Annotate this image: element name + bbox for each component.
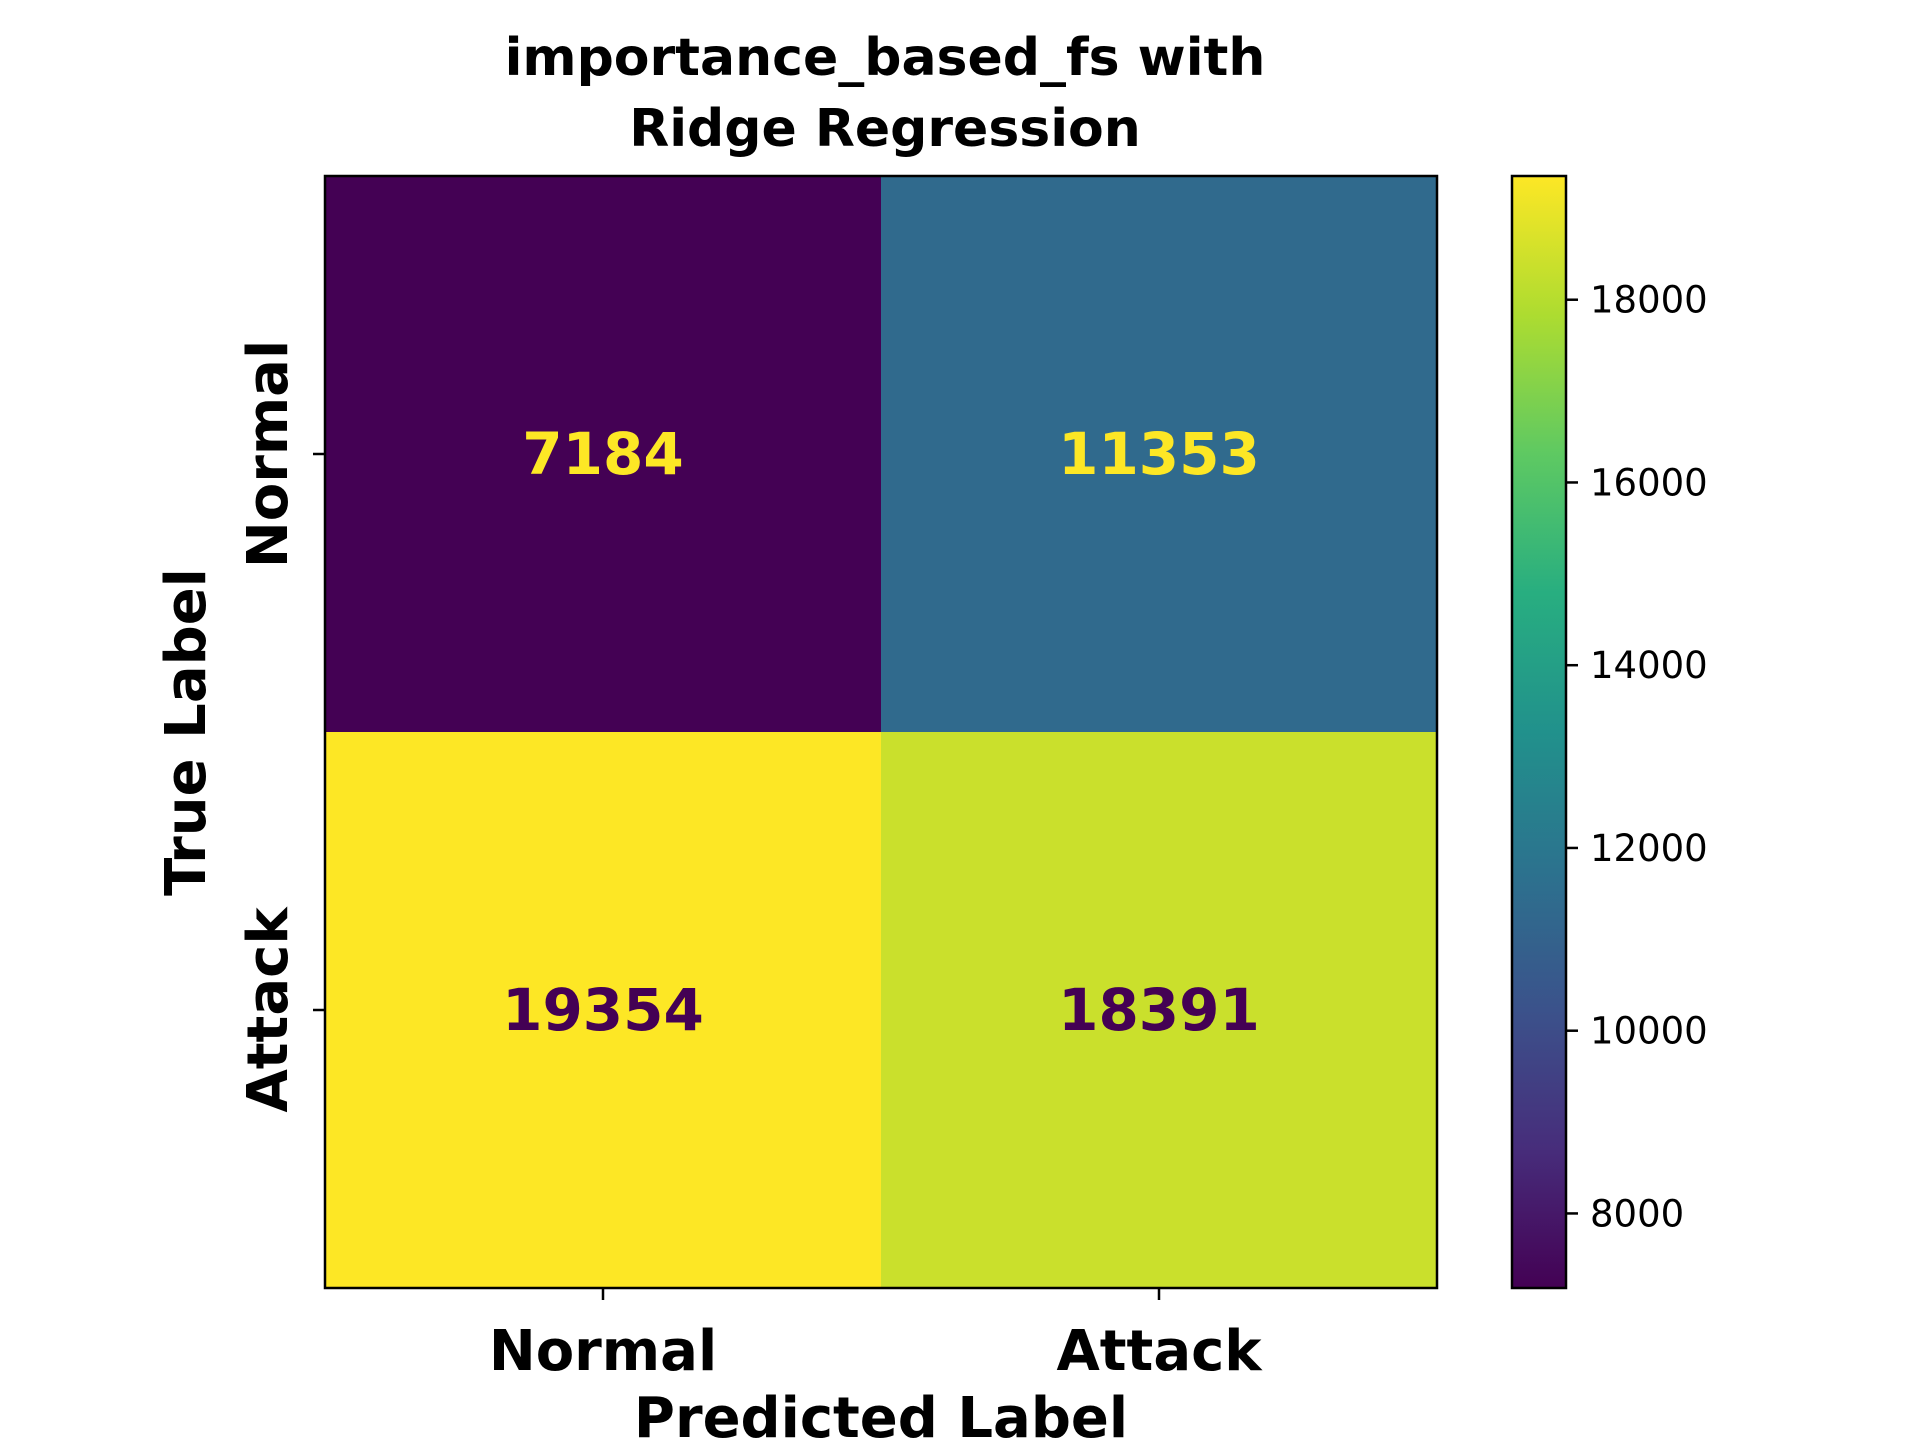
chart-title-line-2: Ridge Regression — [629, 99, 1141, 159]
heatmap-cells: 7184 11353 19354 18391 — [325, 176, 1437, 1288]
cell-value-label-r1-c0: 19354 — [502, 976, 704, 1044]
plot-frame — [323, 174, 1439, 1290]
colorbar-gradient — [1510, 174, 1568, 1290]
y-tick-label-1: Attack — [236, 906, 301, 1113]
x-axis-label: Predicted Label — [634, 1386, 1128, 1440]
cell-value-label-r0-c0: 7184 — [522, 420, 683, 488]
cell-value-label-r1-c1: 18391 — [1058, 976, 1260, 1044]
heatmap-cell-r0-c1 — [881, 176, 1437, 732]
colorbar-tick-label-2: 12000 — [1590, 827, 1708, 870]
heatmap-cell-r0-c0 — [325, 176, 881, 732]
x-tick-label-0: Normal — [489, 1319, 717, 1384]
colorbar-tick-label-4: 16000 — [1590, 461, 1708, 504]
chart-title-line-1: importance_based_fs with — [505, 28, 1266, 88]
colorbar-tick-label-0: 8000 — [1590, 1192, 1684, 1235]
colorbar: 8000 10000 12000 14000 16000 18000 — [1510, 174, 1708, 1290]
heatmap-cell-r1-c0 — [325, 732, 881, 1288]
cell-value-label-r0-c1: 11353 — [1058, 420, 1260, 488]
colorbar-tick-label-3: 14000 — [1590, 644, 1708, 687]
y-tick-label-0: Normal — [236, 340, 301, 568]
x-tick-label-1: Attack — [1056, 1319, 1263, 1384]
colorbar-tick-label-5: 18000 — [1590, 279, 1708, 322]
axis-ticks: Normal Attack Normal Attack — [236, 340, 1263, 1384]
y-axis-label: True Label — [154, 568, 219, 896]
heatmap-cell-r1-c1 — [881, 732, 1437, 1288]
colorbar-tick-label-1: 10000 — [1590, 1010, 1708, 1053]
